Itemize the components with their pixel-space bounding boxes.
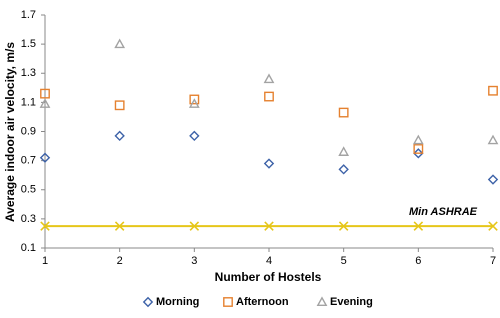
x-tick-label: 2 (117, 255, 123, 267)
x-axis-title: Number of Hostels (215, 270, 322, 284)
point (264, 91, 274, 102)
legend-label: Morning (156, 296, 199, 308)
y-tick-label: 1.3 (21, 67, 36, 79)
point (189, 130, 200, 142)
point (114, 38, 126, 49)
point (412, 134, 424, 145)
legend-label: Afternoon (236, 296, 289, 308)
x-tick-label: 3 (191, 255, 197, 267)
point (39, 152, 51, 163)
point (188, 98, 200, 108)
legend-label: Evening (330, 296, 373, 308)
point (40, 221, 50, 231)
legend-marker (142, 296, 154, 308)
point (189, 94, 200, 105)
point (338, 164, 349, 175)
legend-marker (316, 296, 328, 307)
point (487, 134, 499, 145)
point (487, 174, 499, 185)
point (114, 130, 125, 142)
x-tick-label: 7 (490, 255, 496, 267)
legend-marker (223, 297, 233, 307)
y-tick-label: 0.7 (21, 155, 36, 167)
point (413, 148, 424, 159)
y-tick-label: 0.3 (21, 213, 36, 225)
annotation: Min ASHRAE (409, 206, 478, 218)
point (189, 221, 200, 231)
point (114, 221, 125, 231)
point (488, 221, 498, 231)
x-tick-label: 4 (266, 255, 272, 267)
y-tick-label: 1.5 (21, 38, 36, 50)
point (338, 221, 349, 231)
point (413, 221, 424, 231)
point (114, 100, 125, 111)
y-tick-label: 1.1 (21, 96, 36, 108)
point (488, 85, 498, 96)
x-tick-label: 6 (415, 255, 421, 267)
x-tick-label: 1 (42, 255, 48, 267)
y-axis-title: Average indoor air velocity, m/s (3, 42, 17, 222)
x-tick-label: 5 (341, 255, 347, 267)
point (413, 144, 424, 154)
point (263, 158, 275, 169)
y-tick-label: 0.9 (21, 125, 36, 137)
y-tick-label: 1.7 (21, 9, 36, 21)
point (263, 73, 275, 84)
point (40, 88, 50, 99)
point (338, 107, 349, 118)
point (39, 98, 51, 108)
y-tick-label: 0.1 (21, 242, 36, 254)
point (264, 221, 274, 231)
y-tick-label: 0.5 (21, 184, 36, 196)
point (338, 146, 350, 156)
